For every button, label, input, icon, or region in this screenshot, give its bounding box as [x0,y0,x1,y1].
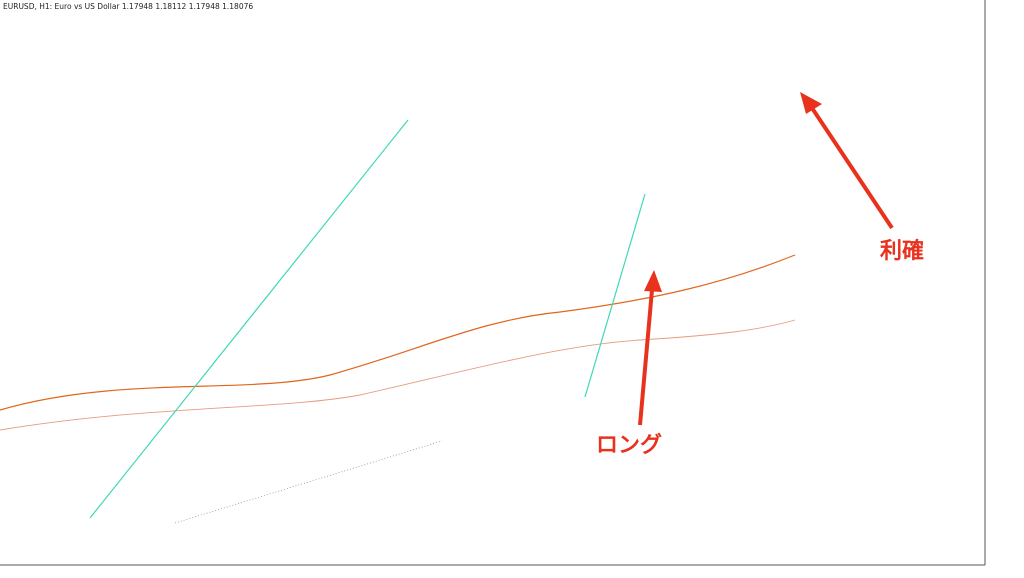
symbol: EURUSD, H1: Euro vs US Dollar [3,2,120,11]
moving-averages [0,254,796,431]
arrow [810,106,894,230]
arrow-head [800,92,822,114]
ohlc: 1.18112 [155,2,186,11]
arrow [638,289,654,426]
trendline [89,119,409,519]
ohlc: 1.17948 [122,2,153,11]
annotation: ロング [596,432,662,458]
ema-line [0,254,796,411]
header: EURUSD, H1: Euro vs US Dollar 1.17948 1.… [3,2,253,11]
axis-panel [985,0,1024,578]
annotations: 利確 ロング [596,92,924,458]
trendline [584,193,646,398]
arrow-head [644,270,662,292]
ohlc: 1.18076 [222,2,253,11]
annotation: 利確 [880,238,924,264]
ema-line [0,319,796,431]
trendlines [89,119,646,524]
ohlc: 1.17948 [189,2,220,11]
